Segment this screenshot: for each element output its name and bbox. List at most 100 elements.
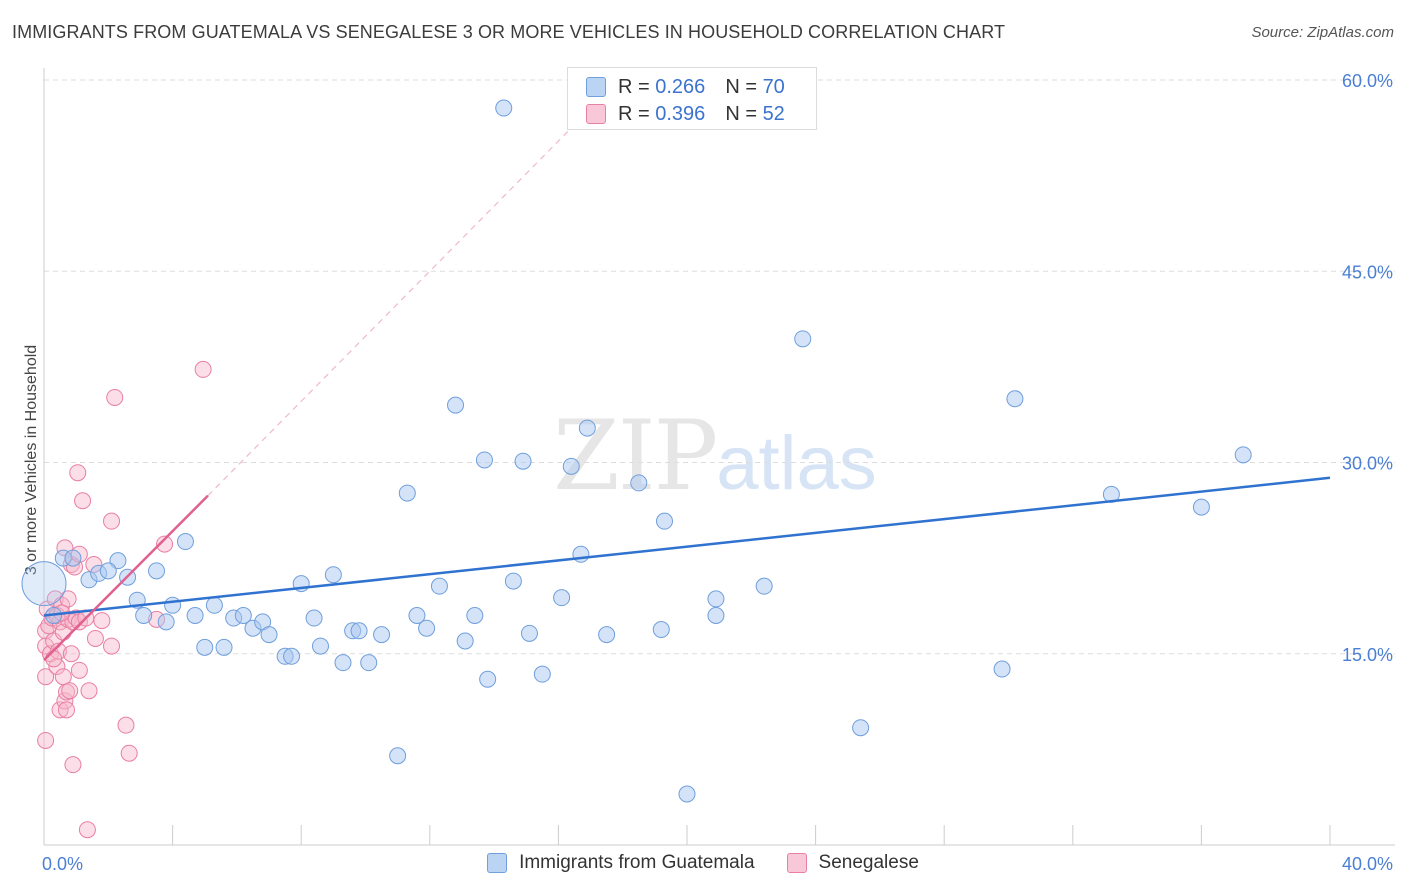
guatemala-point — [176, 533, 194, 551]
watermark-atlas: atlas — [716, 421, 877, 506]
guatemala-point — [447, 396, 465, 414]
guatemala-point — [475, 451, 493, 469]
guatemala-point — [794, 330, 812, 348]
senegalese-point — [62, 645, 80, 663]
guatemala-point — [1006, 390, 1024, 408]
guatemala-point — [334, 654, 352, 672]
y-tick-label: 45.0% — [1342, 262, 1393, 282]
guatemala-point — [408, 607, 426, 624]
senegalese-point — [80, 682, 98, 700]
guatemala-point — [99, 562, 117, 580]
legend-n-label: N = — [725, 102, 757, 125]
guatemala-point — [324, 566, 342, 584]
guatemala-point — [520, 624, 538, 642]
legend-row-guatemala: R = 0.266 N = 70 — [586, 74, 785, 100]
chart-title: IMMIGRANTS FROM GUATEMALA VS SENEGALESE … — [12, 22, 1006, 42]
legend-swatch-blue — [487, 853, 508, 873]
x-tick-label: 40.0% — [1342, 854, 1393, 874]
guatemala-point — [707, 590, 725, 608]
guatemala-point — [1192, 498, 1210, 516]
senegalese-point — [74, 492, 92, 510]
senegalese-point — [120, 744, 138, 762]
legend-r-label: R = — [618, 75, 650, 98]
y-tick-label: 60.0% — [1342, 71, 1393, 91]
guatemala-point-large — [21, 561, 67, 607]
guatemala-point — [993, 660, 1011, 678]
guatemala-point — [466, 607, 484, 624]
senegalese-point — [37, 731, 55, 749]
guatemala-point — [652, 621, 670, 639]
guatemala-point — [373, 626, 391, 644]
legend-n-value: 52 — [762, 102, 785, 125]
guatemala-point — [260, 626, 278, 644]
guatemala-point — [553, 589, 571, 607]
guatemala-point — [186, 607, 204, 624]
guatemala-point — [852, 719, 870, 737]
legend-item-senegalese[interactable]: Senegalese — [786, 852, 919, 874]
senegalese-point — [64, 756, 82, 774]
senegalese-point — [194, 360, 212, 378]
guatemala-point — [305, 609, 323, 627]
y-axis-title: 3 or more Vehicles in Household — [23, 345, 40, 575]
guatemala-point — [755, 577, 773, 595]
x-tick-label: 0.0% — [42, 854, 83, 874]
guatemala-point — [205, 596, 223, 614]
stats-legend: R = 0.266 N = 70 R = 0.396 N = 52 — [567, 67, 817, 130]
guatemala-point — [504, 572, 522, 590]
senegalese-point — [70, 661, 88, 679]
guatemala-point — [562, 457, 580, 475]
guatemala-point — [389, 747, 407, 765]
watermark-zip: ZIP — [553, 400, 718, 512]
senegalese-point — [61, 682, 79, 700]
guatemala-point — [578, 419, 596, 437]
guatemala-point — [430, 577, 448, 595]
watermark: ZIPatlas — [553, 400, 877, 512]
guatemala-point — [311, 637, 329, 655]
guatemala-point — [707, 607, 725, 624]
senegalese-point — [103, 637, 121, 655]
guatemala-point — [164, 596, 182, 614]
legend-r-value: 0.396 — [655, 102, 706, 125]
y-tick-label: 15.0% — [1342, 645, 1393, 665]
legend-row-senegalese: R = 0.396 N = 52 — [586, 101, 785, 127]
senegalese-point — [58, 701, 76, 719]
guatemala-point — [64, 549, 82, 567]
guatemala-point — [572, 545, 590, 563]
senegalese-trendline — [43, 494, 209, 662]
guatemala-point — [398, 484, 416, 502]
guatemala-point — [514, 452, 532, 470]
guatemala-point — [418, 619, 436, 637]
guatemala-point — [135, 607, 153, 624]
senegalese-point — [51, 701, 69, 719]
y-tick-label: 30.0% — [1342, 454, 1393, 474]
guatemala-point — [1234, 446, 1252, 464]
senegalese-point — [56, 692, 74, 710]
guatemala-point — [148, 562, 166, 580]
guatemala-point — [598, 626, 616, 644]
guatemala-point — [479, 670, 497, 688]
guatemala-point — [630, 474, 648, 492]
guatemala-point — [196, 638, 214, 656]
legend-swatch-blue — [586, 77, 606, 97]
legend-swatch-pink — [586, 104, 606, 124]
guatemala-point — [456, 632, 474, 650]
legend-label-senegalese: Senegalese — [818, 852, 919, 873]
series-legend: Immigrants from Guatemala Senegalese — [0, 852, 1406, 874]
legend-r-value: 0.266 — [655, 75, 706, 98]
legend-r-label: R = — [618, 102, 650, 125]
senegalese-trendline-extension — [207, 117, 582, 497]
guatemala-point — [283, 647, 301, 665]
guatemala-point — [215, 638, 233, 656]
guatemala-point — [678, 785, 696, 803]
senegalese-point — [117, 716, 135, 734]
senegalese-point — [37, 668, 55, 686]
senegalese-point — [93, 612, 111, 630]
senegalese-point — [69, 464, 87, 482]
legend-item-guatemala[interactable]: Immigrants from Guatemala — [487, 852, 755, 874]
guatemala-point — [350, 622, 368, 640]
guatemala-point — [360, 654, 378, 672]
senegalese-point — [156, 535, 174, 553]
senegalese-point — [46, 590, 64, 608]
guatemala-point — [655, 512, 673, 530]
